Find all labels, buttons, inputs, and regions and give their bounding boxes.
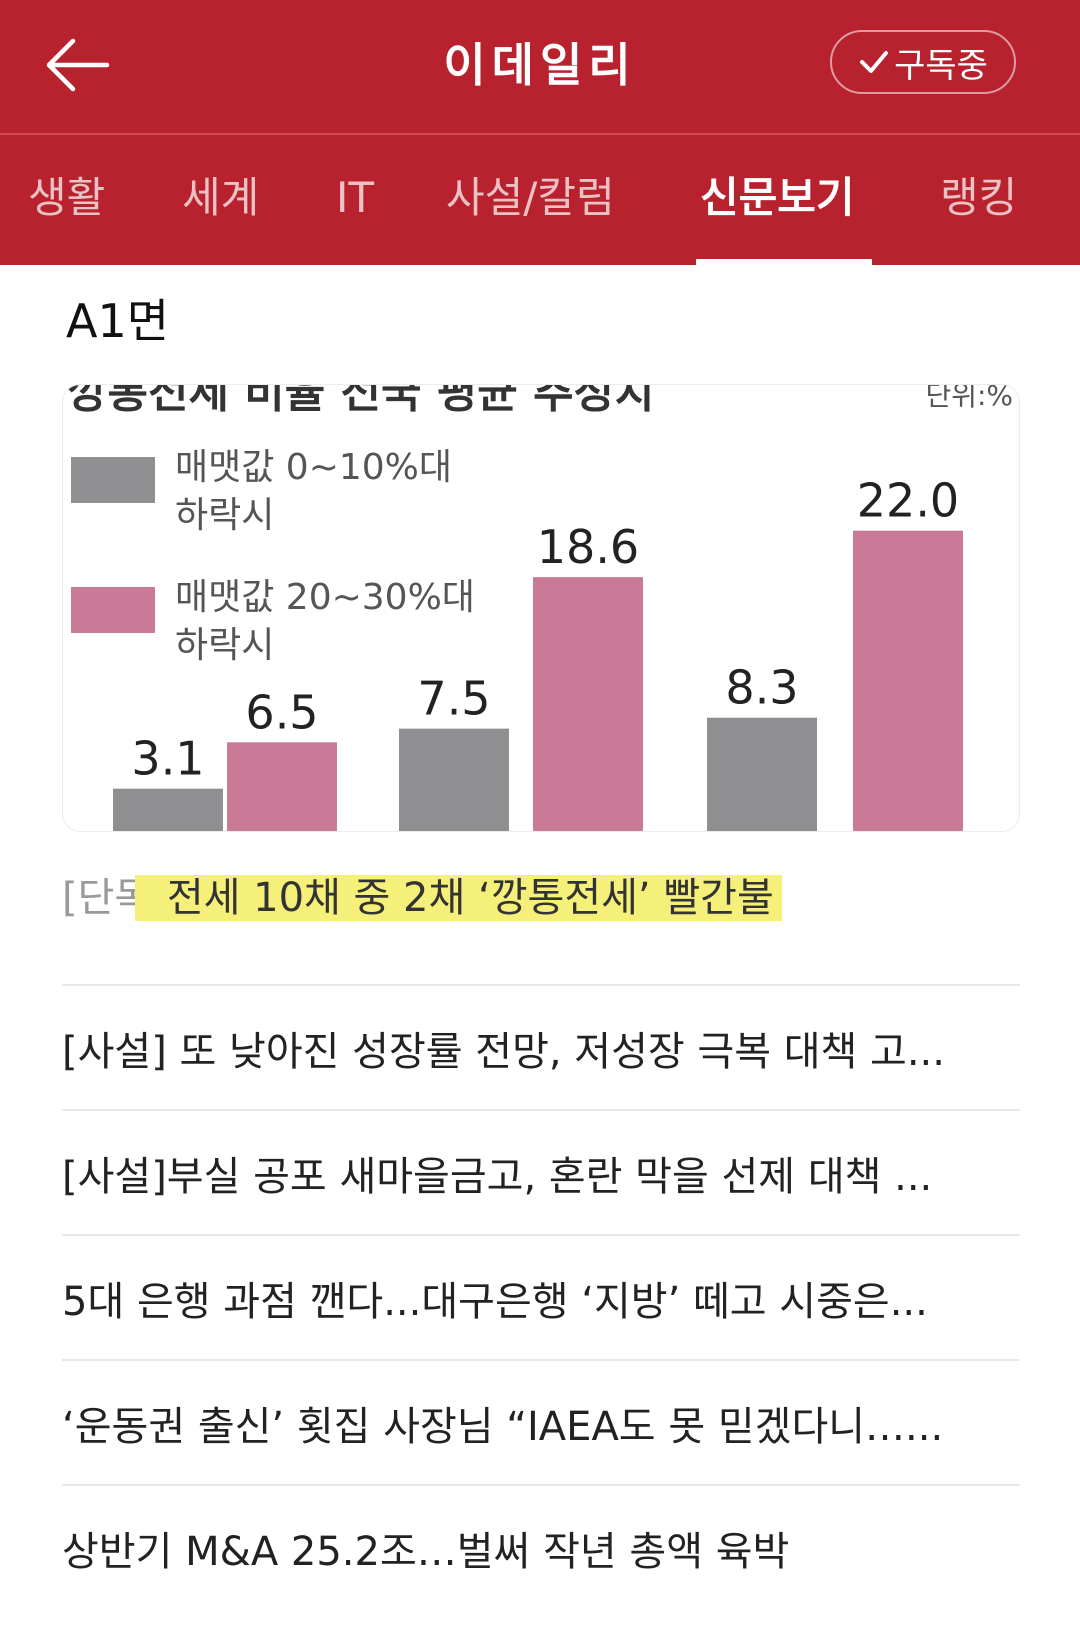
legend-label: 매맷값 20~30%대 [175, 577, 475, 618]
top-app-bar: 이데일리 구독중 [0, 0, 1080, 134]
list-item[interactable]: ‘운동권 출신’ 횟집 사장님 “IAEA도 못 믿겠다니…... [62, 1359, 1020, 1484]
article-title: [사설]부실 공포 새마을금고, 혼란 막을 선제 대책 ... [62, 1153, 933, 1200]
list-item[interactable]: 5대 은행 과점 깬다...대구은행 ‘지방’ 떼고 시중은... [62, 1234, 1020, 1359]
bar [227, 742, 337, 831]
data-label: 6.5 [245, 685, 318, 739]
tab-world[interactable]: 세계 [182, 173, 260, 222]
bar [853, 530, 963, 831]
featured-chart-image[interactable]: 깡통전세 비율 전국 평균 추정치 단위:% 매맷값 0~10%대 하락시 매맷값 2… [62, 384, 1020, 832]
article-title: 5대 은행 과점 깬다...대구은행 ‘지방’ 떼고 시중은... [62, 1278, 928, 1325]
data-label: 22.0 [857, 474, 959, 528]
data-label: 7.5 [417, 672, 490, 726]
subscribe-label: 구독중 [894, 45, 988, 86]
article-title: ‘운동권 출신’ 횟집 사장님 “IAEA도 못 믿겠다니…... [62, 1403, 944, 1450]
data-label: 3.1 [131, 732, 204, 786]
list-item[interactable]: 상반기 M&A 25.2조…벌써 작년 총액 육박 [62, 1484, 1020, 1609]
legend-label: 매맷값 0~10%대 [175, 447, 452, 488]
article-list: [사설] 또 낮아진 성장률 전망, 저성장 극복 대책 고... [사설]부실… [62, 984, 1020, 1609]
article-title: [사설] 또 낮아진 성장률 전망, 저성장 극복 대책 고... [62, 1028, 945, 1075]
check-icon [860, 51, 889, 73]
section-tabs: 생활 세계 IT 사설/칼럼 신문보기 랭킹 [0, 135, 1080, 265]
data-label: 18.6 [537, 520, 639, 574]
bar [113, 788, 223, 831]
legend-label: 하락시 [175, 495, 274, 536]
subscribe-button[interactable]: 구독중 [830, 30, 1016, 94]
tab-it[interactable]: IT [336, 173, 375, 222]
tab-ranking[interactable]: 랭킹 [940, 173, 1018, 222]
data-label: 8.3 [725, 661, 798, 715]
bar [533, 577, 643, 831]
list-item[interactable]: [사설] 또 낮아진 성장률 전망, 저성장 극복 대책 고... [62, 984, 1020, 1109]
legend-swatch [71, 587, 155, 633]
chart-title: 깡통전세 비율 전국 평균 추정치 [67, 385, 655, 418]
headline-text: 전세 10채 중 2채 ‘깡통전세’ 빨간불 [134, 875, 782, 921]
arrow-left-icon [46, 38, 110, 92]
bar [399, 728, 509, 831]
legend-swatch [71, 457, 155, 503]
back-button[interactable] [36, 30, 116, 100]
tab-newspaper[interactable]: 신문보기 [700, 173, 855, 222]
header-divider [0, 133, 1080, 135]
page-section-title: A1면 [66, 294, 170, 348]
legend-label: 하락시 [175, 625, 274, 666]
active-tab-indicator [696, 259, 872, 265]
tab-life[interactable]: 생활 [28, 173, 106, 222]
tab-editorial[interactable]: 사설/칼럼 [446, 173, 615, 222]
bar [707, 717, 817, 831]
list-item[interactable]: [사설]부실 공포 새마을금고, 혼란 막을 선제 대책 ... [62, 1109, 1020, 1234]
app-title: 이데일리 [443, 38, 637, 92]
featured-headline[interactable]: [단독]전세 10채 중 2채 ‘깡통전세’ 빨간불 [62, 866, 782, 930]
article-title: 상반기 M&A 25.2조…벌써 작년 총액 육박 [62, 1528, 790, 1575]
chart-unit: 단위:% [925, 385, 1013, 412]
